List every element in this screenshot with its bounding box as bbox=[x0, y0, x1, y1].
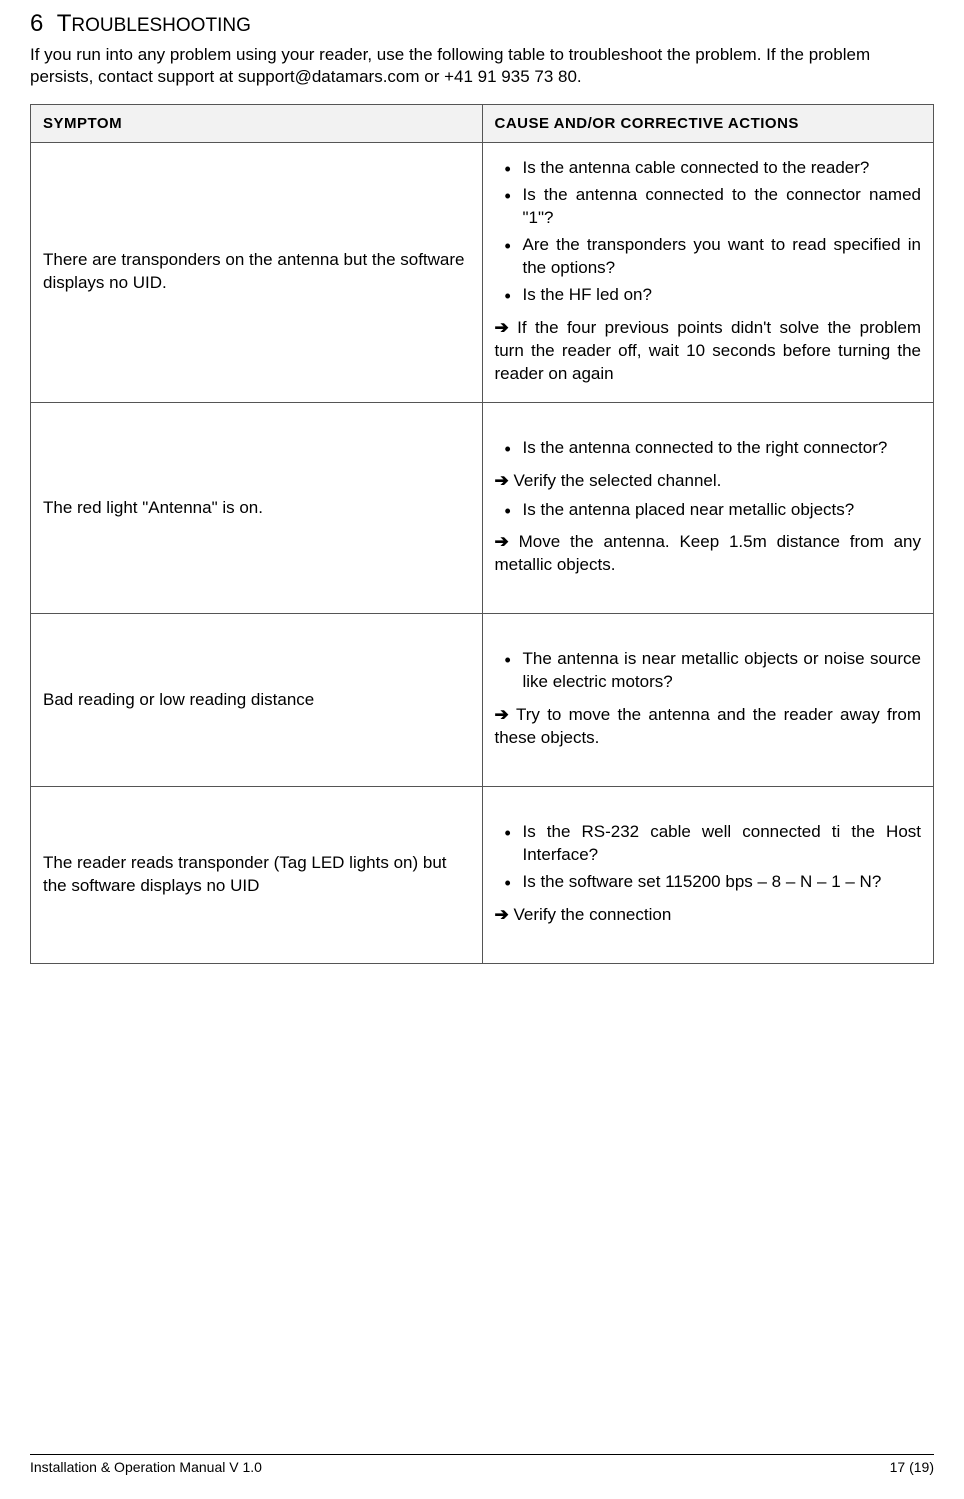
list-item: Is the software set 115200 bps – 8 – N –… bbox=[523, 871, 922, 894]
arrow-note: Verify the connection bbox=[495, 904, 922, 927]
list-item: Is the antenna placed near metallic obje… bbox=[523, 499, 922, 522]
list-item: Is the RS-232 cable well connected ti th… bbox=[523, 821, 922, 867]
list-item: Is the antenna cable connected to the re… bbox=[523, 157, 922, 180]
bullet-list: Is the antenna cable connected to the re… bbox=[495, 157, 922, 307]
list-item: Is the antenna connected to the right co… bbox=[523, 437, 922, 460]
section-number: 6 bbox=[30, 10, 43, 37]
troubleshoot-table: SYMPTOM CAUSE AND/OR CORRECTIVE ACTIONS … bbox=[30, 104, 934, 964]
footer-left: Installation & Operation Manual V 1.0 bbox=[30, 1459, 262, 1475]
action-cell: Is the antenna cable connected to the re… bbox=[482, 143, 934, 402]
section-title-rest: ROUBLESHOOTING bbox=[71, 15, 250, 36]
header-action: CAUSE AND/OR CORRECTIVE ACTIONS bbox=[482, 105, 934, 143]
bullet-list: Is the RS-232 cable well connected ti th… bbox=[495, 821, 922, 894]
page-footer: Installation & Operation Manual V 1.0 17… bbox=[30, 1454, 934, 1475]
header-symptom: SYMPTOM bbox=[31, 105, 483, 143]
list-item: Are the transponders you want to read sp… bbox=[523, 234, 922, 280]
bullet-list: Is the antenna connected to the right co… bbox=[495, 437, 922, 460]
list-item: Is the antenna connected to the connecto… bbox=[523, 184, 922, 230]
arrow-note: Try to move the antenna and the reader a… bbox=[495, 704, 922, 750]
action-cell: Is the antenna connected to the right co… bbox=[482, 402, 934, 614]
section-heading: 6 TROUBLESHOOTING bbox=[30, 10, 934, 38]
table-row: There are transponders on the antenna bu… bbox=[31, 143, 934, 402]
action-cell: The antenna is near metallic objects or … bbox=[482, 614, 934, 787]
bullet-list: Is the antenna placed near metallic obje… bbox=[495, 499, 922, 522]
bullet-list: The antenna is near metallic objects or … bbox=[495, 648, 922, 694]
intro-paragraph: If you run into any problem using your r… bbox=[30, 44, 934, 88]
arrow-note: Verify the selected channel. bbox=[495, 470, 922, 493]
symptom-cell: There are transponders on the antenna bu… bbox=[31, 143, 483, 402]
table-row: The reader reads transponder (Tag LED li… bbox=[31, 787, 934, 964]
action-cell: Is the RS-232 cable well connected ti th… bbox=[482, 787, 934, 964]
symptom-cell: The red light "Antenna" is on. bbox=[31, 402, 483, 614]
footer-right: 17 (19) bbox=[890, 1459, 934, 1475]
arrow-note: Move the antenna. Keep 1.5m distance fro… bbox=[495, 531, 922, 577]
table-row: The red light "Antenna" is on. Is the an… bbox=[31, 402, 934, 614]
list-item: The antenna is near metallic objects or … bbox=[523, 648, 922, 694]
table-row: Bad reading or low reading distance The … bbox=[31, 614, 934, 787]
symptom-cell: The reader reads transponder (Tag LED li… bbox=[31, 787, 483, 964]
arrow-note: If the four previous points didn't solve… bbox=[495, 317, 922, 386]
section-title-first: T bbox=[57, 10, 72, 37]
list-item: Is the HF led on? bbox=[523, 284, 922, 307]
symptom-cell: Bad reading or low reading distance bbox=[31, 614, 483, 787]
